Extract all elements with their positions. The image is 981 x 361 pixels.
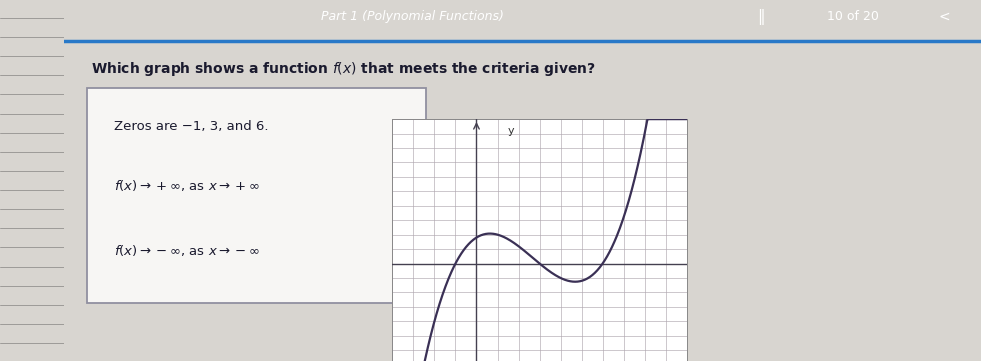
Text: ‖: ‖ [757,9,764,25]
FancyBboxPatch shape [86,88,426,303]
Text: Zeros are −1, 3, and 6.: Zeros are −1, 3, and 6. [114,119,269,132]
Text: $f(x) \rightarrow -\infty$, as $x \rightarrow -\infty$: $f(x) \rightarrow -\infty$, as $x \right… [114,243,260,258]
Text: <: < [939,10,951,24]
Text: Part 1 (Polynomial Functions): Part 1 (Polynomial Functions) [321,10,504,23]
Text: 10 of 20: 10 of 20 [827,10,879,23]
Text: $f(x) \rightarrow +\infty$, as $x \rightarrow +\infty$: $f(x) \rightarrow +\infty$, as $x \right… [114,178,260,193]
Text: y: y [508,126,515,136]
Text: Which graph shows a function $f(x)$ that meets the criteria given?: Which graph shows a function $f(x)$ that… [91,60,596,78]
